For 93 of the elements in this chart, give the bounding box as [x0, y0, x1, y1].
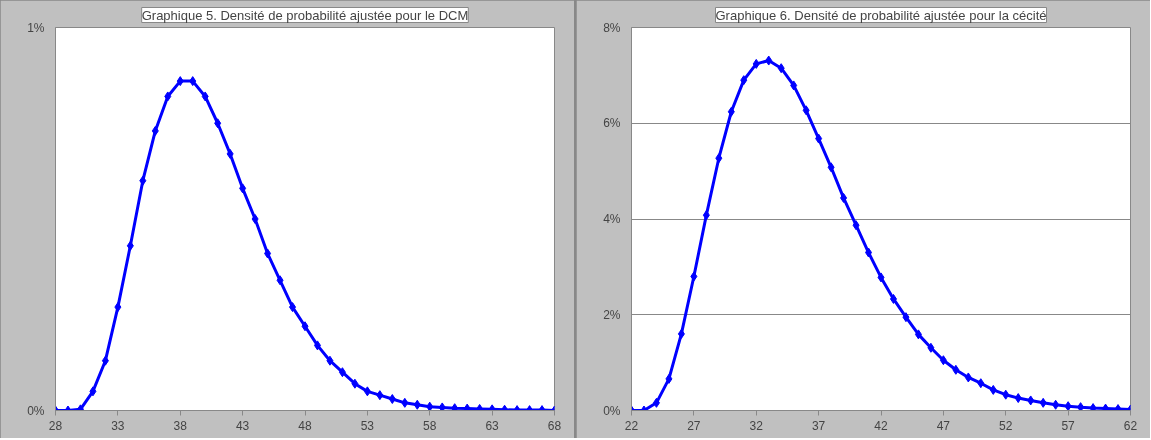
- point: [740, 75, 748, 86]
- point: [401, 397, 409, 408]
- y-tick-label: 8%: [603, 20, 621, 35]
- point: [114, 302, 122, 313]
- x-tick-label: 22: [624, 418, 639, 433]
- point: [438, 402, 446, 411]
- point: [1064, 401, 1072, 411]
- y-tick-label: 0%: [27, 403, 45, 418]
- chart-title: Graphique 6. Densité de probabilité ajustée pour la cécité: [715, 7, 1047, 23]
- point: [877, 272, 885, 283]
- point: [865, 247, 873, 258]
- x-tick-label: 27: [687, 418, 701, 433]
- x-tick-label: 63: [485, 418, 500, 433]
- point: [239, 183, 247, 194]
- point: [715, 153, 723, 164]
- point: [89, 386, 97, 397]
- point: [413, 399, 421, 410]
- point: [1052, 399, 1060, 410]
- point: [201, 91, 209, 102]
- point: [914, 329, 922, 340]
- point: [1102, 403, 1110, 411]
- x-tick-label: 62: [1123, 418, 1138, 433]
- point: [815, 133, 823, 144]
- point: [214, 118, 222, 129]
- point: [176, 76, 184, 87]
- x-tick-label: 43: [235, 418, 250, 433]
- x-tick-label: 52: [999, 418, 1013, 433]
- point: [189, 76, 197, 87]
- x-tick-label: 42: [874, 418, 888, 433]
- x-tick-label: 57: [1061, 418, 1076, 433]
- point: [840, 192, 848, 203]
- point: [727, 106, 735, 117]
- point: [939, 355, 947, 366]
- point: [388, 394, 396, 405]
- point: [363, 386, 371, 397]
- point: [139, 175, 147, 186]
- point: [777, 63, 785, 74]
- point: [126, 240, 134, 251]
- point: [677, 328, 685, 339]
- point: [752, 58, 760, 69]
- point: [326, 355, 334, 366]
- y-tick-label: 6%: [603, 116, 621, 131]
- point: [264, 248, 272, 259]
- point: [989, 384, 997, 395]
- point: [690, 271, 698, 282]
- x-tick-label: 33: [111, 418, 125, 433]
- point: [927, 342, 935, 353]
- point: [1089, 403, 1097, 411]
- point: [1039, 397, 1047, 408]
- point: [790, 80, 798, 91]
- y-tick-label: 2%: [603, 307, 621, 322]
- point: [802, 105, 810, 116]
- x-tick-label: 38: [173, 418, 188, 433]
- point: [426, 401, 434, 411]
- x-tick-label: 47: [936, 418, 951, 433]
- point: [451, 403, 459, 411]
- point: [463, 403, 471, 411]
- y-tick-label: 1%: [27, 20, 45, 35]
- point: [1014, 393, 1022, 404]
- y-tick-label: 0%: [603, 403, 621, 418]
- point: [289, 302, 297, 313]
- x-tick-label: 28: [48, 418, 63, 433]
- x-tick-label: 48: [298, 418, 312, 433]
- x-tick-label: 68: [547, 418, 562, 433]
- point: [952, 364, 960, 375]
- point: [226, 148, 234, 159]
- point: [301, 321, 309, 332]
- point: [313, 340, 321, 351]
- point: [151, 125, 159, 136]
- x-tick-label: 32: [749, 418, 764, 433]
- point: [1002, 389, 1010, 400]
- y-tick-label: 4%: [603, 212, 621, 226]
- point: [652, 397, 660, 408]
- point: [351, 378, 359, 389]
- point: [902, 312, 910, 323]
- point: [338, 367, 346, 378]
- point: [276, 275, 284, 286]
- point: [164, 91, 172, 102]
- point: [977, 378, 985, 389]
- point: [665, 373, 673, 384]
- point: [765, 55, 773, 66]
- point: [376, 390, 384, 401]
- x-tick-label: 58: [423, 418, 437, 433]
- x-tick-label: 37: [811, 418, 826, 433]
- point: [889, 293, 897, 304]
- point: [1027, 395, 1035, 406]
- point: [827, 162, 835, 173]
- chart-title: Graphique 5. Densité de probabilité ajustée pour le DCM: [141, 7, 469, 23]
- point: [251, 214, 259, 224]
- x-tick-label: 53: [360, 418, 375, 433]
- point: [964, 372, 972, 383]
- point: [852, 220, 860, 231]
- point: [101, 355, 109, 366]
